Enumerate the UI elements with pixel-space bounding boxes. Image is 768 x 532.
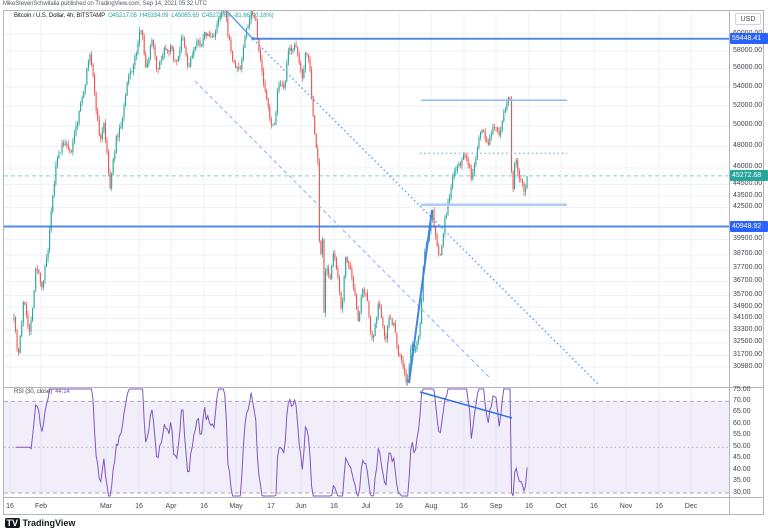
price-axis-label: 43500.00 [733, 191, 763, 199]
rsi-axis-label: 75.00 [733, 385, 751, 393]
time-axis-label: May [229, 503, 243, 510]
time-axis-label: 16 [200, 503, 208, 510]
price-axis-label: 42500.00 [733, 203, 763, 211]
time-axis-label: 16 [330, 503, 338, 510]
price-axis-label: 38700.00 [733, 250, 763, 258]
rsi-series [15, 388, 528, 497]
price-axis-label: 44500.00 [733, 180, 763, 188]
candles-series [13, 11, 528, 386]
time-axis-label: 16 [590, 503, 598, 510]
price-axis-label: 56000.00 [733, 64, 763, 72]
time-axis-label: Aug [424, 503, 438, 510]
price-axis-label: 32500.00 [733, 338, 763, 346]
time-axis-label: Feb [34, 503, 48, 510]
time-axis-label: Mar [99, 503, 113, 510]
time-axis-label: Nov [619, 503, 633, 510]
price-axis-label: 54000.00 [733, 82, 763, 90]
rsi-axis-label: 30.00 [733, 488, 751, 496]
chart-container [3, 10, 764, 515]
price-axis-label: 58000.00 [733, 46, 763, 54]
price-axis-label: 52000.00 [733, 101, 763, 109]
price-axis-label: 34100.00 [733, 314, 763, 322]
level-lines[interactable] [4, 37, 729, 228]
rsi-axis-label: 35.00 [733, 477, 751, 485]
time-axis-label: Sep [489, 503, 503, 510]
time-axis-label: 17 [267, 503, 275, 510]
price-badge: 40948.92 [730, 221, 768, 232]
symbol-title: Bitcoin / U.S. Dollar, 4h, BITSTAMP [14, 13, 106, 19]
price-axis-label: 48000.00 [733, 141, 763, 149]
price-axis-label: 35700.00 [733, 291, 763, 299]
pane-separators [4, 10, 764, 515]
time-axis-label: 16 [395, 503, 403, 510]
ohlc-high: H45334.09 [139, 13, 169, 19]
price-badge: 45272.68 [730, 170, 768, 182]
rsi-label: RSI (30, close) [14, 389, 53, 395]
time-axis-label: Apr [165, 503, 177, 510]
symbol-legend: Bitcoin / U.S. Dollar, 4h, BITSTAMP O4521… [14, 13, 274, 19]
price-axis-label: 36700.00 [733, 277, 763, 285]
brand-name: TradingView [22, 518, 76, 528]
rsi-axis-label: 50.00 [733, 442, 751, 450]
ohlc-open: O45217.05 [108, 13, 137, 19]
rsi-axis-label: 60.00 [733, 419, 751, 427]
price-axis-label: 50000.00 [733, 121, 763, 129]
grid [4, 11, 729, 497]
time-axis-label: 16 [6, 503, 14, 510]
usd-button[interactable]: USD [735, 13, 761, 25]
rsi-axis-label: 70.00 [733, 396, 751, 404]
time-axis-label: Jul [361, 503, 371, 510]
rsi-band [4, 400, 729, 494]
rsi-axis-label: 45.00 [733, 454, 751, 462]
trendlines[interactable] [194, 6, 600, 386]
time-axis-label: 16 [460, 503, 468, 510]
time-axis-label: Oct [555, 503, 567, 510]
rsi-value: 44.14 [55, 389, 70, 395]
ohlc-close: C45272.68 [201, 13, 231, 19]
time-axis-label: 16 [655, 503, 663, 510]
price-axis-label: 30980.00 [733, 362, 763, 370]
price-axis-label: 33300.00 [733, 326, 763, 334]
price-axis-label: 31700.00 [733, 350, 763, 358]
price-axis-label: 60000.00 [733, 30, 762, 37]
price-axis-label: 39900.00 [733, 235, 763, 242]
rsi-legend: RSI (30, close) 44.14 [14, 389, 70, 395]
rsi-trendline[interactable] [419, 391, 513, 419]
price-axis-label: 37700.00 [733, 263, 763, 271]
price-axis-label: 34900.00 [733, 302, 763, 310]
tradingview-logo[interactable]: TV TradingView [5, 518, 75, 528]
attribution-text: MikeStevenSchwitalia published on Tradin… [3, 1, 207, 7]
time-axis-label: 16 [525, 503, 533, 510]
time-axis-label: Jun [295, 503, 307, 510]
rsi-axis-label: 40.00 [733, 465, 751, 473]
price-axis-label: 46000.00 [733, 163, 763, 171]
tradingview-icon: TV [5, 518, 20, 528]
rsi-axis-label: 65.00 [733, 408, 751, 416]
time-axis-label: Dec [684, 503, 698, 510]
price-change: -81.66 (-0.18%) [233, 13, 274, 19]
price-badge: 59448.41 [730, 33, 768, 45]
rsi-axis-label: 55.00 [733, 431, 751, 439]
ohlc-low: L45085.65 [171, 13, 199, 19]
time-axis-label: 16 [135, 503, 143, 510]
